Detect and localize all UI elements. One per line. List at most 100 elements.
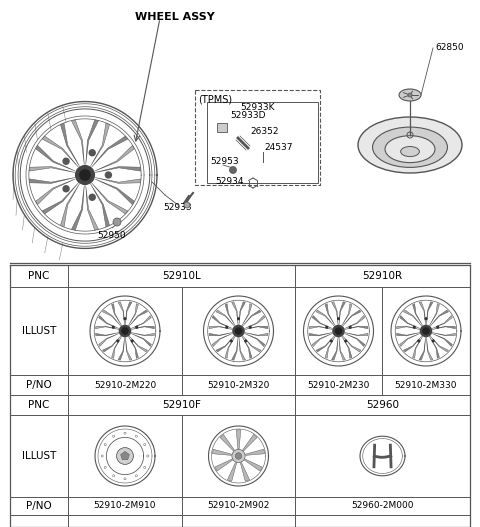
Polygon shape [95,178,141,183]
Circle shape [112,435,115,437]
Text: 52910L: 52910L [162,271,201,281]
Polygon shape [332,337,338,360]
Text: 52933D: 52933D [230,111,265,120]
Polygon shape [430,336,448,352]
Circle shape [132,340,133,342]
Polygon shape [36,145,75,171]
Circle shape [437,326,439,328]
Polygon shape [125,302,132,325]
Polygon shape [96,333,119,336]
Polygon shape [29,178,75,183]
Polygon shape [339,337,346,360]
Polygon shape [95,145,134,171]
Polygon shape [118,337,125,360]
Polygon shape [316,310,335,326]
Circle shape [229,167,237,173]
Polygon shape [128,336,138,358]
Text: 52953: 52953 [210,158,239,167]
Polygon shape [72,120,84,165]
Circle shape [89,150,95,156]
Polygon shape [95,179,134,204]
Polygon shape [228,463,237,481]
Text: 52910-2M330: 52910-2M330 [395,380,457,389]
Circle shape [345,340,347,342]
Circle shape [249,326,251,328]
Polygon shape [342,304,352,326]
Polygon shape [396,326,420,329]
Text: PNC: PNC [28,400,50,410]
Circle shape [147,455,149,457]
Polygon shape [325,304,335,326]
Text: 52910-2M320: 52910-2M320 [207,380,270,389]
Polygon shape [242,310,261,326]
Polygon shape [212,333,233,346]
Circle shape [124,318,126,319]
Polygon shape [344,316,365,329]
Polygon shape [244,316,265,329]
Circle shape [124,432,126,434]
Polygon shape [220,435,234,451]
Polygon shape [240,463,250,481]
Text: WHEEL ASSY: WHEEL ASSY [135,12,215,22]
Polygon shape [131,316,151,329]
Polygon shape [209,326,232,329]
Circle shape [413,326,415,328]
Ellipse shape [372,127,447,168]
Polygon shape [96,326,119,329]
Polygon shape [111,304,122,326]
Text: PNC: PNC [28,271,50,281]
Polygon shape [118,302,125,325]
Circle shape [122,328,128,334]
Circle shape [135,475,137,477]
Polygon shape [95,167,141,172]
Polygon shape [404,336,422,352]
Polygon shape [129,310,147,326]
Polygon shape [90,123,109,166]
Polygon shape [312,316,333,329]
Circle shape [432,340,434,342]
Text: 52950: 52950 [98,230,126,239]
Ellipse shape [401,147,420,157]
Text: (TPMS): (TPMS) [198,95,232,105]
Circle shape [89,194,95,200]
Polygon shape [429,336,439,358]
Polygon shape [103,336,121,352]
Polygon shape [426,302,433,325]
Polygon shape [129,336,147,352]
Polygon shape [231,337,238,360]
Polygon shape [72,186,84,230]
Polygon shape [345,326,368,329]
Polygon shape [429,304,439,326]
Text: P/NO: P/NO [26,380,52,390]
Circle shape [124,478,126,480]
Circle shape [144,466,146,469]
Circle shape [117,340,119,342]
Circle shape [144,444,146,446]
Polygon shape [309,326,333,329]
Polygon shape [92,183,128,214]
Text: 24537: 24537 [264,143,292,152]
Circle shape [106,172,111,178]
Polygon shape [131,326,155,329]
Polygon shape [432,333,456,336]
Circle shape [408,93,412,97]
Polygon shape [413,304,423,326]
Text: ILLUST: ILLUST [22,451,56,461]
Circle shape [135,435,137,437]
Circle shape [101,455,103,457]
Circle shape [76,165,95,184]
Text: 52910-2M220: 52910-2M220 [94,380,156,389]
Polygon shape [99,316,120,329]
Polygon shape [90,184,109,227]
Polygon shape [231,302,238,325]
Polygon shape [216,336,235,352]
Polygon shape [239,302,245,325]
Polygon shape [242,336,261,352]
Polygon shape [419,337,426,360]
Text: ILLUST: ILLUST [22,326,56,336]
Polygon shape [432,316,452,329]
Polygon shape [404,310,422,326]
Circle shape [184,202,190,208]
Circle shape [63,158,69,164]
Text: 52960: 52960 [366,400,399,410]
